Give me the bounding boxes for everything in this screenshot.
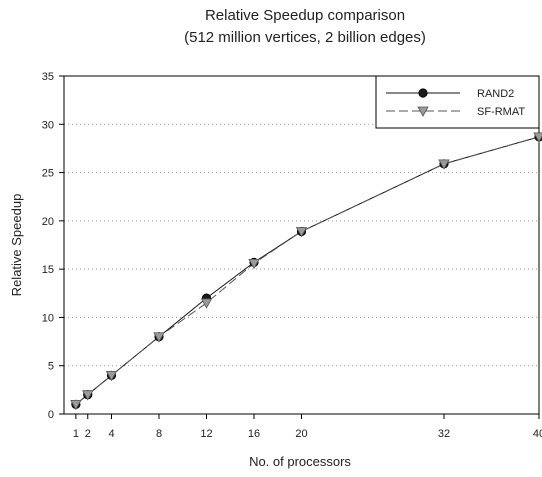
y-tick-label: 15 [42, 264, 54, 276]
x-tick-label: 12 [200, 428, 212, 440]
data-point-sf-rmat [70, 399, 82, 411]
x-tick-label: 40 [533, 428, 542, 440]
y-axis: 0 5 10 15 20 25 30 35 [42, 71, 64, 421]
y-tick-label: 35 [42, 71, 54, 83]
series-line-rand2 [75, 136, 540, 405]
series-line-sf-rmat [75, 136, 540, 405]
x-axis: 12 4 8 12 16 20 32 40 [73, 414, 542, 440]
legend-label-rand2: RAND2 [477, 88, 514, 100]
y-tick-label: 0 [48, 409, 54, 421]
data-point-sf-rmat [438, 159, 450, 170]
chart-title: Relative Speedup comparison [205, 7, 405, 24]
x-tick-label: 32 [438, 428, 450, 440]
y-tick-label: 25 [42, 168, 54, 180]
x-tick-label: 20 [295, 428, 307, 440]
grid-lines [64, 123, 539, 367]
data-point-sf-rmat [153, 332, 165, 343]
legend-marker-rand2 [418, 88, 428, 98]
y-tick-label: 20 [42, 216, 54, 228]
data-point-sf-rmat [248, 258, 260, 270]
series-markers [70, 132, 542, 411]
chart-subtitle: (512 million vertices, 2 billion edges) [184, 29, 426, 46]
y-tick-label: 10 [42, 312, 54, 324]
x-tick-label: 1 [73, 428, 79, 440]
series-lines [75, 136, 540, 405]
legend-box [375, 75, 540, 129]
y-tick-label: 30 [42, 119, 54, 131]
y-tick-label: 5 [48, 361, 54, 373]
data-point-sf-rmat [200, 298, 213, 309]
legend: RAND2 SF-RMAT [375, 75, 540, 129]
data-point-sf-rmat [105, 370, 118, 382]
x-tick-label: 16 [248, 428, 260, 440]
x-tick-label: 2 [85, 428, 91, 440]
legend-label-sf-rmat: SF-RMAT [477, 106, 525, 118]
legend-marker-sf-rmat [417, 106, 429, 117]
x-tick-label: 4 [108, 428, 114, 440]
data-point-sf-rmat [82, 390, 94, 401]
data-point-sf-rmat [295, 227, 308, 238]
x-tick-label: 8 [156, 428, 162, 440]
y-axis-label: Relative Speedup [9, 194, 24, 297]
x-axis-label: No. of processors [249, 454, 351, 469]
